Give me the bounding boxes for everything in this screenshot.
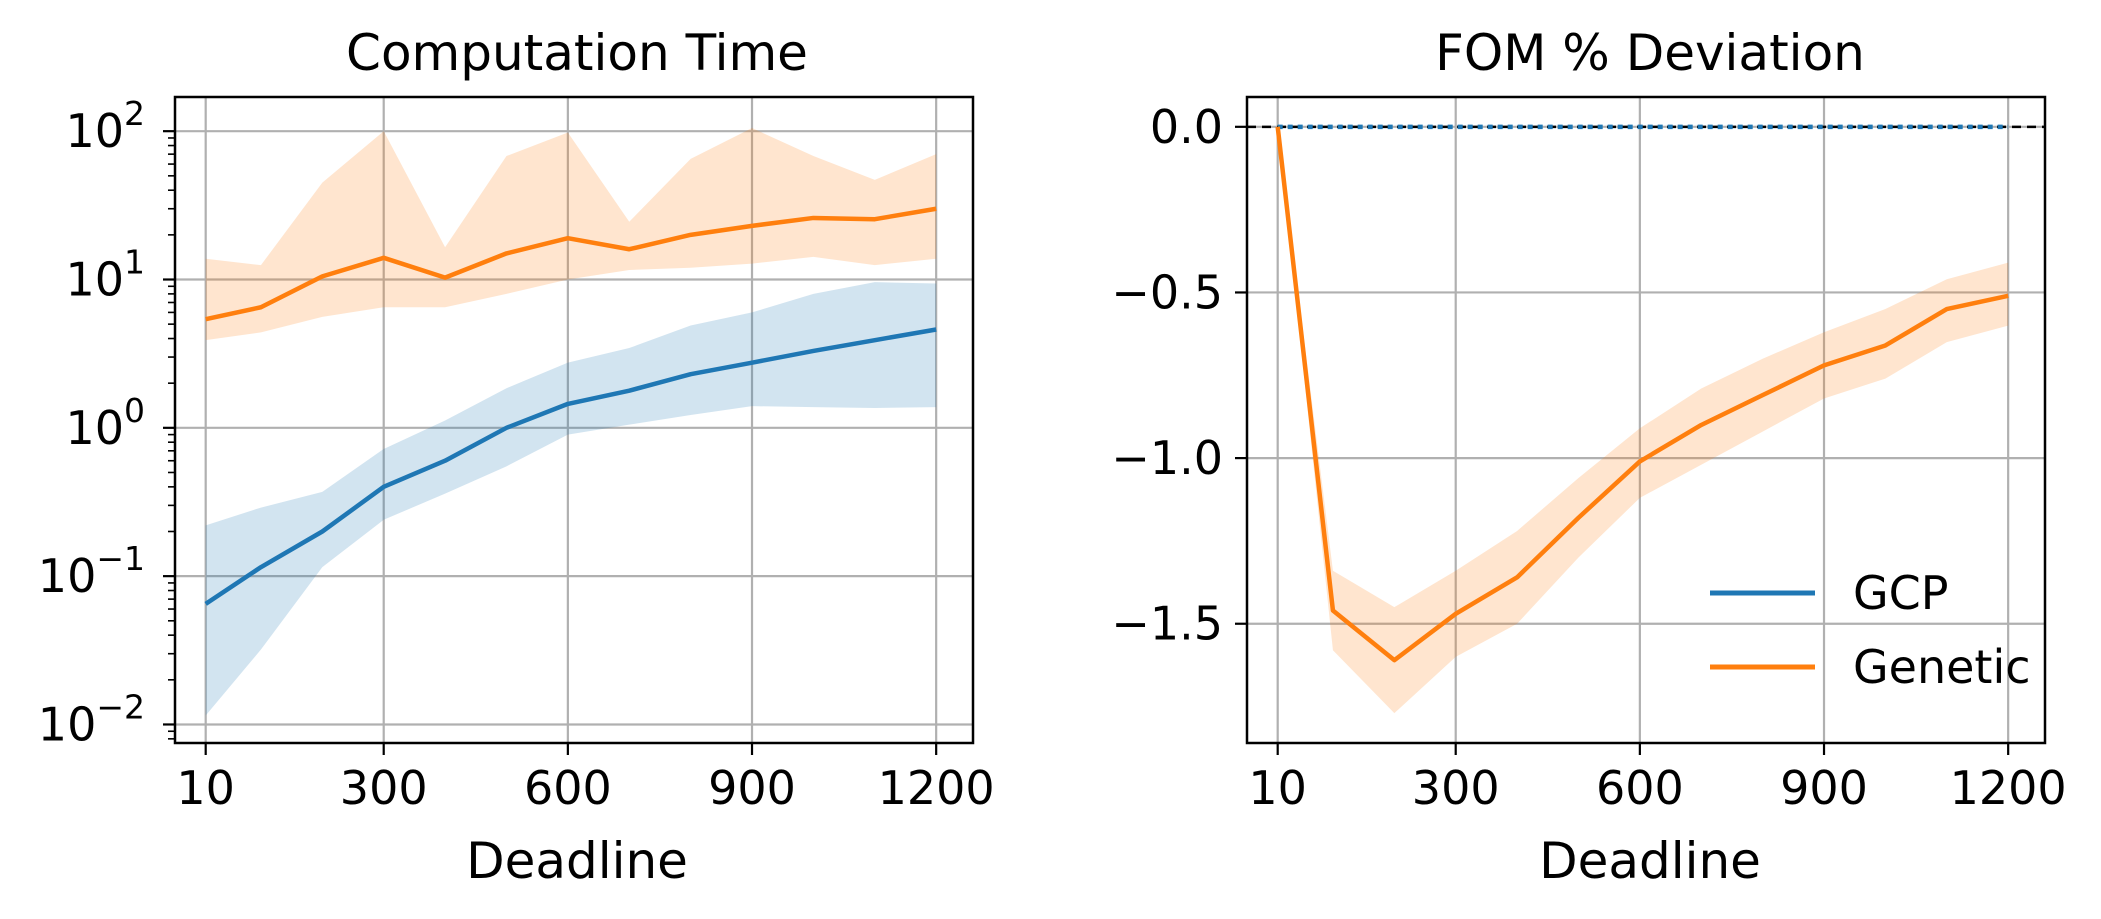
fom-deviation-panel: FOM % Deviation Deadline 10 300 600 900 1200… <box>1111 24 2066 890</box>
y-tick-exponent: 2 <box>124 94 145 133</box>
x-tick-label: 600 <box>1596 761 1684 815</box>
y-tick-exponent: −1 <box>96 539 145 578</box>
x-tick-label: 600 <box>524 761 612 815</box>
y-tick-exponent: 0 <box>124 391 145 430</box>
chart-title: FOM % Deviation <box>1435 24 1865 82</box>
x-tick-label: 10 <box>1248 761 1307 815</box>
y-tick-label: −0.5 <box>1111 265 1223 319</box>
grid <box>1247 97 2045 743</box>
plot-frame <box>1245 95 2047 745</box>
computation-time-panel: Computation Time Deadline 10 300 600 900 120… <box>38 24 995 890</box>
ticks: 10 300 600 900 1200 0.0 −0.5 −1.0 −1.5 <box>1111 100 2066 815</box>
legend-label-gcp: GCP <box>1853 566 1949 620</box>
plot-frame <box>173 95 975 745</box>
series-lines <box>1247 124 2045 663</box>
legend: GCP Genetic <box>1710 566 2031 694</box>
y-tick-label: −1.5 <box>1111 597 1223 651</box>
x-tick-label: 900 <box>1780 761 1868 815</box>
y-tick-exponent: 1 <box>124 243 145 282</box>
confidence-band-genetic <box>1277 126 2009 714</box>
confidence-band-gcp <box>205 282 937 716</box>
confidence-band-genetic <box>205 128 937 341</box>
y-tick-label: 100 <box>65 391 145 455</box>
y-tick-label: 101 <box>65 243 145 307</box>
confidence-bands <box>1277 126 2009 714</box>
x-tick-label: 300 <box>340 761 428 815</box>
y-tick-base: 10 <box>65 401 124 455</box>
confidence-bands <box>205 128 937 716</box>
x-tick-label: 10 <box>176 761 235 815</box>
y-tick-base: 10 <box>38 697 97 751</box>
grid <box>175 97 973 743</box>
series-lines <box>204 206 937 606</box>
series-line-gcp <box>204 327 937 606</box>
y-tick-exponent: −2 <box>96 687 145 726</box>
y-tick-label: −1.0 <box>1111 431 1223 485</box>
y-tick-base: 10 <box>65 104 124 158</box>
x-axis-label: Deadline <box>1539 832 1761 890</box>
x-tick-label: 900 <box>708 761 796 815</box>
y-tick-label: 0.0 <box>1150 100 1223 154</box>
x-tick-label: 1200 <box>878 761 995 815</box>
y-tick-base: 10 <box>65 253 124 307</box>
x-tick-label: 1200 <box>1950 761 2067 815</box>
series-line-genetic <box>205 206 937 322</box>
y-tick-label: 10−1 <box>38 539 145 603</box>
y-tick-label: 102 <box>65 94 145 158</box>
x-axis-label: Deadline <box>466 832 688 890</box>
x-tick-label: 300 <box>1412 761 1500 815</box>
legend-label-genetic: Genetic <box>1853 640 2031 694</box>
y-tick-base: 10 <box>38 549 97 603</box>
chart-title: Computation Time <box>346 24 808 82</box>
y-tick-label: 10−2 <box>38 687 145 751</box>
series-line-genetic <box>1275 126 2009 663</box>
